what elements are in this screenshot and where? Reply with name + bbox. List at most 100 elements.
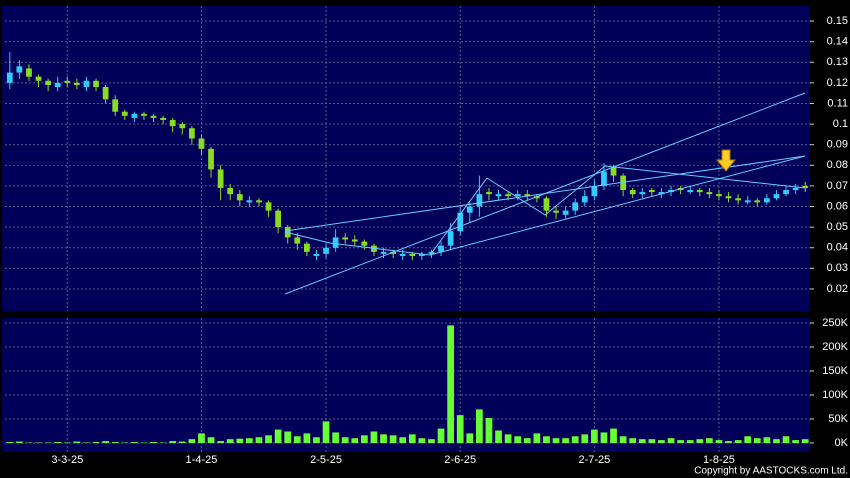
candle-body (399, 253, 406, 256)
candle-body (409, 253, 416, 256)
candle-body (112, 99, 119, 112)
candle-body (764, 198, 770, 203)
volume-bar (293, 436, 301, 443)
y-tick-label: 0K (835, 437, 849, 449)
volume-bar (648, 439, 656, 443)
volume-bar (753, 438, 761, 443)
candle-body (169, 119, 176, 127)
candle-body (783, 190, 789, 195)
volume-bar (332, 432, 339, 443)
volume-bar (792, 440, 799, 443)
volume-bar (456, 415, 464, 443)
candle-body (610, 167, 617, 176)
volume-bar (169, 441, 177, 443)
candle-body (658, 192, 665, 195)
y-tick-label: 0.12 (827, 77, 848, 89)
candle-body (83, 80, 90, 87)
candle-body (227, 187, 234, 195)
volume-bar (370, 431, 378, 443)
candle-body (198, 138, 205, 149)
candle-body (93, 80, 99, 87)
volume-bar (552, 438, 560, 443)
volume-bar (188, 439, 196, 443)
volume-bar (495, 430, 502, 443)
volume-bar (667, 438, 675, 443)
candle-body (534, 196, 540, 199)
volume-bar (504, 434, 512, 443)
candle-body (505, 194, 511, 197)
volume-bar (341, 437, 349, 443)
candle-body (466, 206, 473, 213)
volume-bar (16, 441, 23, 443)
candle-body (476, 194, 483, 207)
volume-bar (686, 440, 694, 443)
volume-bar (226, 439, 234, 443)
volume-bar (6, 442, 14, 443)
volume-bar (658, 440, 665, 443)
candle-body (419, 253, 425, 256)
volume-bar (217, 441, 224, 443)
volume-bar (255, 437, 263, 443)
volume-bar (533, 433, 541, 443)
volume-bar (619, 436, 627, 443)
candle-body (246, 200, 253, 203)
volume-bar (514, 436, 522, 443)
volume-bar (111, 442, 119, 443)
x-tick-label: 1-4-25 (186, 454, 218, 466)
volume-bar (638, 439, 646, 443)
candle-body (294, 237, 301, 244)
volume-bar (284, 431, 292, 443)
grid (5, 6, 810, 452)
candle-body (265, 202, 272, 211)
volume-bar (734, 440, 742, 443)
y-tick-label: 0.13 (827, 56, 848, 68)
candle-body (495, 194, 502, 197)
candle-body (45, 80, 51, 85)
y-tick-label: 0.05 (827, 221, 848, 233)
volume-bar (485, 418, 493, 443)
y-tick-label: 0.15 (827, 15, 848, 27)
volume-bar (581, 434, 589, 443)
volume-bar (303, 433, 311, 443)
volume-bar (322, 421, 330, 443)
y-tick-label: 200K (822, 341, 848, 353)
candle-body (735, 198, 741, 201)
x-tick-label: 2-7-25 (578, 454, 610, 466)
candle-body (629, 190, 636, 195)
channel-line (429, 155, 806, 256)
candle-body (54, 82, 61, 87)
volume-bar (313, 437, 320, 443)
candle-body (217, 169, 224, 188)
candle-body (208, 148, 214, 170)
y-tick-label: 0.09 (827, 139, 848, 151)
candle-body (457, 212, 464, 232)
volume-bar (447, 325, 454, 443)
x-tick-label: 3-3-25 (51, 454, 83, 466)
candle-body (524, 194, 531, 197)
candle-body (696, 190, 703, 193)
candle-body (773, 194, 780, 199)
volume-bar (629, 438, 637, 443)
volume-bar (706, 438, 713, 443)
candle-body (35, 76, 42, 81)
volume-bar (246, 438, 253, 443)
y-tick-label: 0.06 (827, 200, 848, 212)
volume-bar (178, 441, 186, 443)
candle-body (236, 194, 243, 201)
candle-body (543, 198, 550, 211)
marks (6, 51, 809, 443)
candle-body (64, 80, 71, 83)
candle-body (514, 194, 521, 197)
y-tick-label: 0.08 (827, 159, 848, 171)
candle-body (802, 185, 809, 188)
volume-bar (725, 441, 732, 443)
candle-body (649, 190, 655, 193)
y-tick-label: 0.03 (827, 262, 848, 274)
volume-bar (207, 437, 215, 443)
volume-bar (399, 437, 407, 443)
candle-body (380, 251, 387, 254)
volume-bar (476, 409, 483, 443)
candle-body (256, 200, 262, 203)
candle-body (121, 111, 128, 116)
